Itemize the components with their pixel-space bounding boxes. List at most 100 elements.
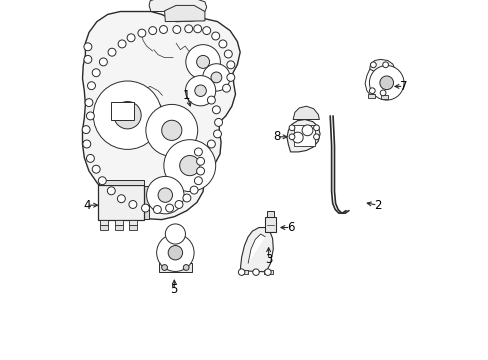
Circle shape bbox=[86, 154, 94, 162]
Circle shape bbox=[368, 66, 403, 100]
Circle shape bbox=[264, 269, 270, 275]
Circle shape bbox=[87, 82, 95, 90]
Circle shape bbox=[86, 112, 94, 120]
Circle shape bbox=[252, 269, 259, 275]
Circle shape bbox=[165, 204, 173, 212]
Text: 6: 6 bbox=[286, 221, 294, 234]
Circle shape bbox=[127, 34, 135, 42]
Circle shape bbox=[185, 45, 220, 79]
Bar bbox=[115, 225, 122, 230]
Circle shape bbox=[288, 125, 294, 131]
Bar bbox=[159, 263, 192, 272]
Bar bbox=[380, 95, 387, 99]
Bar bbox=[111, 102, 133, 120]
Circle shape bbox=[207, 96, 215, 104]
Polygon shape bbox=[164, 5, 204, 22]
Circle shape bbox=[146, 176, 183, 214]
Circle shape bbox=[222, 84, 230, 92]
Circle shape bbox=[162, 120, 182, 140]
Bar bbox=[129, 220, 137, 225]
Circle shape bbox=[207, 140, 215, 148]
Polygon shape bbox=[292, 106, 319, 120]
Circle shape bbox=[141, 204, 149, 212]
Circle shape bbox=[84, 43, 92, 51]
Polygon shape bbox=[149, 0, 206, 12]
Circle shape bbox=[196, 55, 209, 68]
Polygon shape bbox=[286, 120, 320, 152]
Circle shape bbox=[368, 88, 374, 94]
Circle shape bbox=[162, 265, 167, 270]
Circle shape bbox=[118, 40, 126, 48]
Circle shape bbox=[196, 167, 204, 175]
Circle shape bbox=[185, 76, 215, 106]
Circle shape bbox=[194, 177, 202, 185]
Bar bbox=[100, 220, 107, 225]
Text: 5: 5 bbox=[170, 283, 178, 296]
Circle shape bbox=[194, 148, 202, 156]
Circle shape bbox=[93, 81, 162, 149]
Circle shape bbox=[219, 40, 226, 48]
Circle shape bbox=[156, 234, 194, 271]
Circle shape bbox=[224, 50, 232, 58]
Circle shape bbox=[214, 118, 222, 126]
Polygon shape bbox=[369, 59, 394, 78]
Circle shape bbox=[196, 157, 204, 165]
Circle shape bbox=[163, 140, 215, 192]
Circle shape bbox=[302, 125, 312, 136]
Circle shape bbox=[288, 134, 294, 140]
Circle shape bbox=[107, 187, 115, 195]
Circle shape bbox=[108, 48, 116, 56]
Circle shape bbox=[92, 69, 100, 77]
Bar bbox=[99, 180, 144, 185]
Circle shape bbox=[226, 61, 234, 69]
Polygon shape bbox=[247, 234, 265, 264]
Circle shape bbox=[114, 102, 141, 129]
Text: 4: 4 bbox=[83, 199, 90, 212]
Bar bbox=[144, 186, 149, 219]
Circle shape bbox=[117, 195, 125, 203]
Circle shape bbox=[183, 194, 190, 202]
Bar bbox=[265, 217, 276, 232]
Circle shape bbox=[313, 134, 319, 140]
Bar bbox=[115, 220, 122, 225]
Circle shape bbox=[159, 26, 167, 33]
Text: 1: 1 bbox=[183, 89, 190, 102]
Circle shape bbox=[92, 165, 100, 173]
Circle shape bbox=[226, 73, 234, 81]
Circle shape bbox=[129, 201, 137, 208]
Circle shape bbox=[238, 269, 244, 275]
Circle shape bbox=[82, 126, 90, 134]
Circle shape bbox=[190, 186, 198, 194]
Text: 2: 2 bbox=[373, 199, 381, 212]
Circle shape bbox=[172, 26, 181, 33]
Bar bbox=[294, 125, 314, 146]
Text: 7: 7 bbox=[399, 80, 407, 93]
Circle shape bbox=[203, 64, 230, 91]
Circle shape bbox=[213, 130, 221, 138]
Bar bbox=[264, 270, 273, 274]
Bar bbox=[129, 225, 137, 230]
Circle shape bbox=[98, 177, 106, 185]
Circle shape bbox=[99, 58, 107, 66]
Circle shape bbox=[194, 85, 206, 96]
Circle shape bbox=[85, 99, 93, 107]
Circle shape bbox=[203, 27, 210, 35]
Circle shape bbox=[168, 246, 182, 260]
Circle shape bbox=[382, 62, 387, 68]
Text: 8: 8 bbox=[273, 130, 280, 143]
Circle shape bbox=[370, 62, 375, 68]
Circle shape bbox=[179, 156, 200, 176]
Circle shape bbox=[153, 206, 161, 213]
Circle shape bbox=[82, 140, 91, 148]
Polygon shape bbox=[240, 228, 273, 272]
Circle shape bbox=[165, 224, 185, 244]
Circle shape bbox=[158, 188, 172, 202]
Circle shape bbox=[379, 76, 393, 90]
Bar bbox=[98, 185, 144, 220]
Circle shape bbox=[292, 132, 303, 143]
Circle shape bbox=[313, 125, 319, 131]
Circle shape bbox=[380, 90, 385, 96]
Circle shape bbox=[193, 25, 201, 33]
Text: 3: 3 bbox=[264, 253, 272, 266]
Circle shape bbox=[175, 201, 183, 208]
